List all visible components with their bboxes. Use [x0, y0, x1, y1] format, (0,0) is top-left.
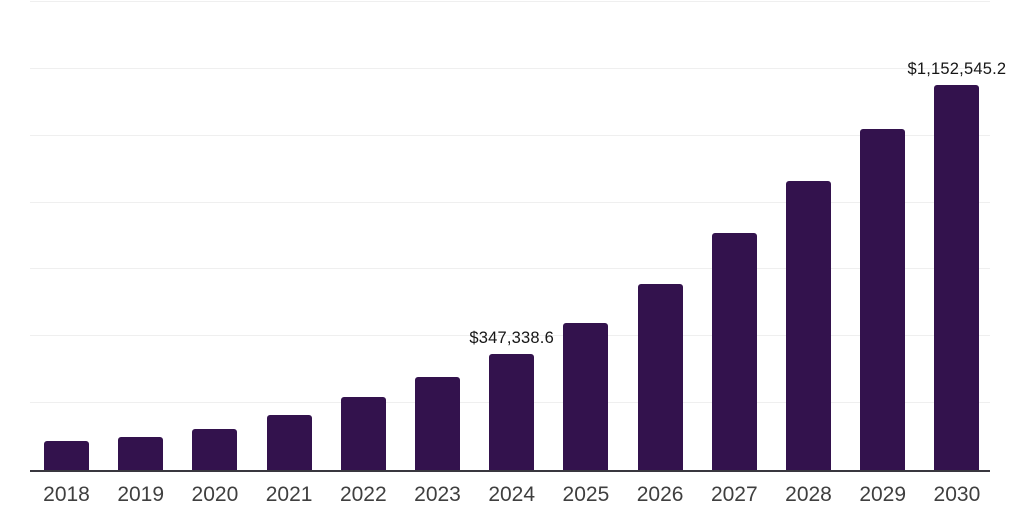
x-tick-label-2022: 2022	[339, 483, 387, 506]
bar-2019	[118, 436, 164, 470]
bar-2027	[711, 232, 757, 470]
x-tick-label-2020: 2020	[191, 483, 239, 506]
gridline-600000	[30, 268, 990, 270]
bar-2018	[44, 440, 89, 470]
gridline-1400000	[30, 1, 990, 2]
x-tick-label-2019: 2019	[117, 483, 165, 506]
x-tick-label-2018: 2018	[43, 483, 90, 506]
gridline-1200000	[30, 67, 990, 69]
x-tick-label-2026: 2026	[636, 483, 684, 506]
bar-2021	[266, 414, 312, 470]
value-label-2030: $1,152,545.2	[907, 59, 1007, 78]
x-tick-label-2029: 2029	[859, 483, 907, 506]
x-tick-label-2027: 2027	[710, 483, 758, 506]
x-tick-label-2030: 2030	[933, 483, 981, 506]
x-tick-label-2023: 2023	[414, 483, 461, 506]
bar-2020	[192, 428, 238, 470]
value-label-2024: $347,338.6	[469, 328, 554, 347]
bar-2029	[860, 128, 906, 470]
bar-2023	[415, 377, 460, 470]
bar-2030	[934, 84, 980, 470]
x-tick-label-2028: 2028	[785, 483, 832, 506]
x-tick-label-2024: 2024	[488, 483, 536, 506]
gridline-400000	[30, 335, 990, 337]
x-tick-label-2021: 2021	[265, 483, 313, 506]
x-axis-line	[30, 470, 990, 472]
bar-2025	[563, 322, 609, 470]
bar-2022	[340, 396, 386, 470]
bar-2024	[489, 353, 535, 470]
bar-2028	[786, 180, 831, 470]
gridline-1000000	[30, 134, 990, 136]
x-tick-label-2025: 2025	[562, 483, 610, 506]
plot-area: $347,338.6 $1,152,545.2	[30, 0, 1006, 470]
bar-2026	[637, 283, 683, 470]
gridline-800000	[30, 201, 990, 203]
